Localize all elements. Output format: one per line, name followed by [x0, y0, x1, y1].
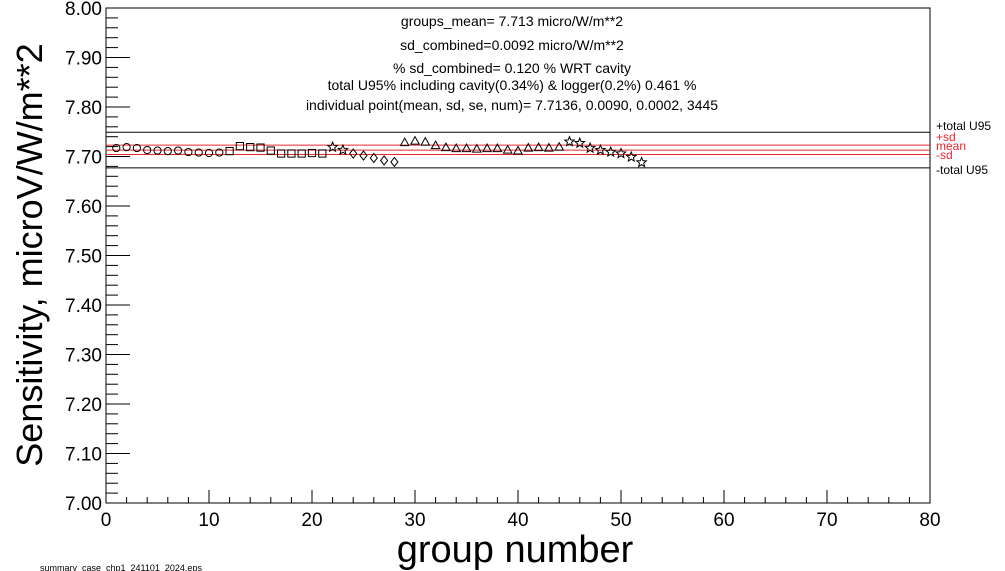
data-point	[132, 143, 141, 153]
x-tick-label: 80	[919, 510, 940, 531]
data-point	[297, 149, 306, 158]
data-point	[533, 142, 544, 152]
y-axis-title: Sensitivity, microV/W/m**2	[9, 43, 50, 466]
y-tick-label: 7.80	[65, 98, 102, 119]
data-point	[573, 136, 586, 149]
y-tick-label: 7.30	[65, 346, 102, 367]
data-point	[502, 144, 513, 154]
y-tick-label: 7.10	[65, 445, 102, 466]
data-point	[204, 148, 214, 158]
data-point	[379, 155, 389, 166]
reference-line-label: mean	[936, 139, 966, 153]
annotation-line: total U95% including cavity(0.34%) & log…	[328, 77, 697, 93]
reference-line-label: -total U95	[936, 163, 988, 177]
data-point	[225, 146, 234, 156]
data-point	[287, 149, 296, 158]
footer-filename: summary_case_chp1_241101_2024.eps	[40, 563, 202, 571]
data-point	[492, 143, 503, 153]
data-point	[614, 147, 628, 159]
x-tick-label: 70	[816, 510, 837, 531]
data-point	[143, 145, 152, 155]
y-tick-label: 7.60	[65, 197, 102, 218]
data-point	[390, 156, 399, 168]
annotation-line: % sd_combined= 0.120 % WRT cavity	[393, 60, 631, 76]
data-point	[399, 137, 410, 147]
data-point	[326, 140, 339, 153]
data-point	[256, 143, 265, 152]
data-point	[307, 148, 317, 158]
y-tick-label: 7.20	[65, 395, 102, 416]
annotation-line: groups_mean= 7.713 micro/W/m**2	[401, 13, 623, 29]
data-point	[359, 150, 368, 161]
data-point	[420, 136, 431, 146]
annotation-line: sd_combined=0.0092 micro/W/m**2	[400, 37, 624, 53]
data-point	[174, 146, 183, 155]
data-point	[594, 143, 607, 156]
x-tick-label: 30	[404, 510, 425, 531]
annotations: groups_mean= 7.713 micro/W/m**2 sd_combin…	[306, 13, 718, 113]
data-point	[235, 142, 245, 151]
data-point	[635, 156, 648, 168]
x-tick-label: 40	[507, 510, 528, 531]
y-tick-label: 8.00	[65, 0, 102, 20]
data-point	[430, 140, 441, 150]
data-point	[277, 149, 286, 158]
data-point	[563, 135, 576, 147]
reference-line-label: +total U95	[936, 119, 991, 133]
y-tick-label: 7.70	[65, 148, 102, 169]
data-point	[482, 143, 493, 153]
data-point	[451, 143, 462, 153]
data-point	[153, 146, 162, 155]
data-point	[512, 145, 524, 155]
reference-line-label: +sd	[936, 130, 956, 144]
data-point	[523, 142, 534, 152]
data-point	[336, 143, 349, 156]
data-point	[461, 143, 472, 153]
data-point	[122, 142, 131, 152]
data-point	[369, 152, 378, 164]
annotation-line: individual point(mean, sd, se, num)= 7.7…	[306, 97, 718, 113]
data-point	[440, 142, 451, 152]
data-point	[184, 147, 193, 157]
data-points	[112, 135, 648, 168]
data-point	[215, 148, 224, 157]
data-point	[409, 135, 421, 145]
data-point	[246, 142, 255, 152]
x-axis: 0 10 20 30 40 50 60 70 80	[101, 490, 941, 531]
data-point	[349, 148, 358, 159]
data-point	[471, 143, 482, 153]
data-point	[554, 141, 565, 151]
y-axis: 7.00 7.10 7.20 7.30 7.40 7.50 7.60 7.70 7.80 7.90…	[65, 0, 130, 515]
y-tick-label: 7.90	[65, 49, 102, 70]
x-axis-title: group number	[397, 529, 634, 571]
y-tick-label: 7.00	[65, 494, 102, 515]
y-tick-label: 7.50	[65, 247, 102, 268]
data-point	[625, 150, 638, 163]
x-tick-label: 0	[101, 510, 112, 531]
data-point	[318, 149, 327, 158]
data-point	[543, 142, 554, 152]
x-tick-label: 50	[610, 510, 631, 531]
x-tick-label: 10	[198, 510, 219, 531]
x-tick-label: 20	[301, 510, 322, 531]
data-point	[584, 141, 597, 154]
data-point	[266, 146, 275, 155]
data-point	[194, 148, 203, 157]
data-point	[163, 146, 172, 156]
data-point	[604, 145, 617, 158]
y-tick-label: 7.40	[65, 296, 102, 317]
data-point	[112, 143, 121, 153]
x-tick-label: 60	[713, 510, 734, 531]
reference-line-label: -sd	[936, 148, 953, 162]
